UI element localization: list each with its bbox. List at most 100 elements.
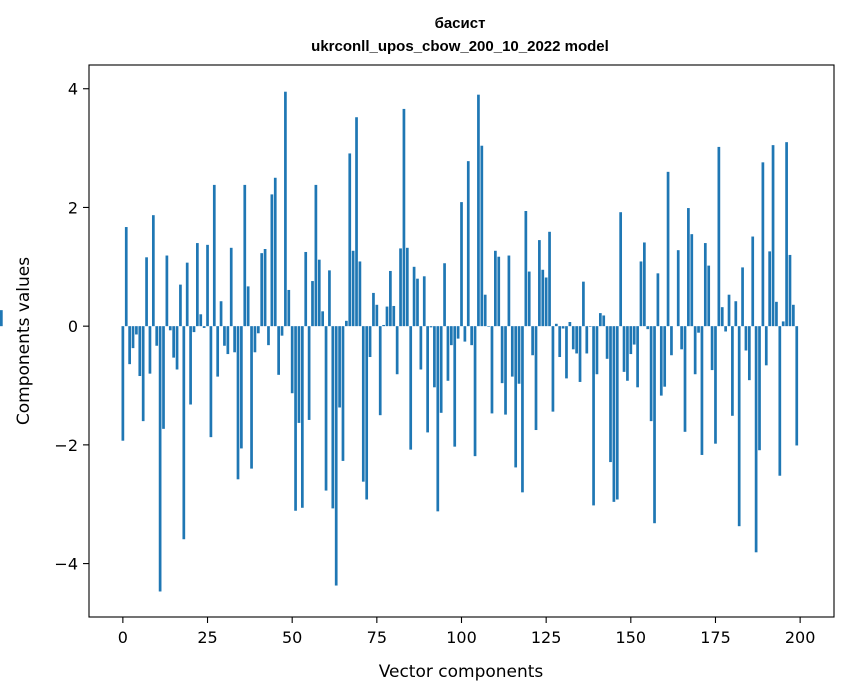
bar-72	[365, 326, 369, 500]
bar-30	[223, 326, 226, 346]
bar-114	[507, 255, 511, 327]
bar-98	[453, 326, 457, 447]
bar-123	[538, 240, 541, 327]
bar-160	[663, 326, 667, 387]
bar-161	[666, 171, 670, 327]
bar-88	[419, 326, 423, 370]
bar-148	[622, 326, 626, 372]
bar-144	[609, 326, 612, 463]
bar-18	[182, 326, 186, 540]
bar-27	[212, 184, 216, 327]
bar-131	[565, 326, 568, 379]
bar-2	[128, 326, 131, 365]
bar-91	[429, 326, 433, 328]
bar-156	[649, 326, 653, 422]
bar-12	[162, 326, 165, 429]
bar-65	[341, 326, 345, 461]
bar-154	[643, 242, 646, 327]
bar-4	[135, 326, 138, 335]
bar-188	[758, 326, 761, 451]
bar-97	[449, 326, 453, 346]
bar-169	[693, 326, 697, 375]
bar-147	[619, 212, 623, 327]
bar-132	[568, 322, 572, 327]
bar-135	[578, 326, 582, 382]
bar-159	[659, 326, 663, 396]
bar-24	[202, 326, 206, 328]
bar-118	[521, 326, 524, 493]
bar-87	[416, 278, 419, 327]
bar-79	[389, 270, 392, 327]
bar-162	[670, 326, 673, 356]
bar-152	[636, 326, 639, 388]
bar-142	[602, 315, 606, 327]
bar-172	[703, 243, 707, 327]
bar-26	[209, 326, 213, 438]
bar-64	[338, 326, 341, 408]
bar-43	[267, 326, 270, 346]
bar-7	[145, 257, 148, 327]
bar-57	[314, 184, 318, 327]
bar-10	[155, 326, 159, 346]
x-tick-label: 50	[282, 628, 302, 647]
bar-192	[771, 145, 775, 327]
bar-126	[548, 231, 551, 327]
bar-139	[592, 326, 595, 506]
bar-133	[571, 326, 575, 350]
bar-96	[446, 326, 450, 381]
bar-112	[500, 326, 504, 384]
bar-95	[443, 263, 446, 327]
x-tick-label: 0	[118, 628, 128, 647]
bar-109	[490, 326, 494, 414]
bar-40	[256, 326, 260, 334]
bar-36	[243, 184, 247, 327]
bar-58	[317, 259, 321, 327]
bar-69	[355, 117, 358, 327]
x-axis: 0 25 50 75 100 125 150 175 200	[118, 617, 815, 647]
bar-6	[141, 326, 145, 422]
bar-110	[494, 250, 497, 327]
bar-199	[795, 326, 799, 446]
bar-63	[334, 326, 338, 586]
bar-29	[219, 301, 223, 327]
bar-33	[233, 326, 236, 353]
bar-121	[531, 326, 534, 356]
bar-38	[250, 326, 253, 469]
bar-196	[785, 142, 788, 327]
y-tick-label: 0	[68, 317, 78, 336]
bar-119	[524, 211, 528, 327]
bar-34	[236, 326, 240, 480]
x-tick-label: 75	[367, 628, 387, 647]
bar-20	[189, 326, 192, 405]
bar-89	[422, 276, 426, 327]
bar-185	[747, 326, 751, 381]
bar-125	[544, 277, 548, 327]
bar-164	[676, 250, 680, 327]
bar-190	[764, 326, 768, 366]
bar-167	[687, 208, 690, 327]
bar-21	[192, 326, 196, 333]
bar-150	[629, 326, 633, 355]
bar-68	[351, 250, 355, 327]
bar-71	[361, 326, 365, 482]
bar-175	[714, 326, 717, 444]
bar-186	[751, 236, 755, 327]
bar-183	[741, 267, 744, 327]
bar-14	[168, 326, 172, 331]
bar-83	[402, 108, 406, 327]
bar-47	[280, 326, 284, 336]
bar-115	[510, 326, 514, 377]
bar-102	[466, 161, 470, 327]
bar-108	[487, 326, 490, 327]
bar-77	[382, 324, 385, 327]
bar-130	[561, 326, 565, 329]
bar-165	[680, 326, 683, 350]
bar-19	[185, 262, 189, 327]
bar-170	[697, 326, 700, 333]
bar-78	[385, 306, 389, 327]
bar-49	[287, 289, 291, 327]
bar-145	[612, 326, 616, 502]
chart-subtitle: ukrconll_upos_cbow_200_10_2022 model	[311, 38, 609, 55]
